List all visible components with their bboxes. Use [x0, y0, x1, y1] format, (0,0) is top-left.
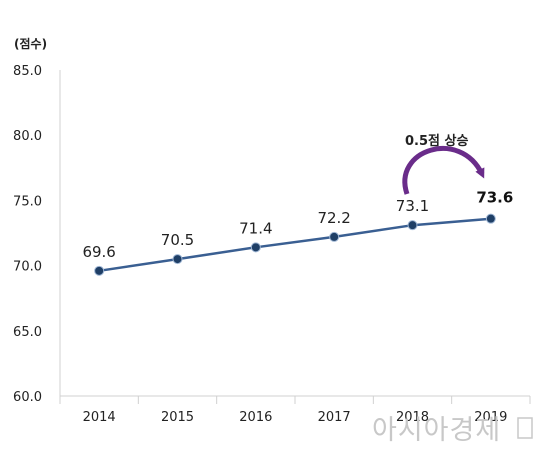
data-point-marker [407, 220, 418, 231]
watermark-box [517, 417, 533, 439]
data-label: 71.4 [239, 219, 272, 237]
data-point-marker [172, 254, 183, 265]
data-point-marker [94, 265, 105, 276]
y-tick-label: 80.0 [13, 129, 42, 144]
data-label: 70.5 [161, 231, 194, 249]
data-label: 72.2 [317, 209, 350, 227]
y-tick-label: 60.0 [13, 390, 42, 405]
y-tick-label: 75.0 [13, 194, 42, 209]
y-tick-label: 70.0 [13, 260, 42, 275]
x-tick-label: 2014 [83, 410, 116, 425]
y-tick-label: 85.0 [13, 64, 42, 79]
increase-arrow-icon [402, 145, 485, 195]
data-label: 73.1 [396, 197, 429, 215]
data-point-marker [485, 213, 496, 224]
y-tick-label: 65.0 [13, 325, 42, 340]
y-tick-labels: 85.0 80.0 75.0 70.0 65.0 60.0 [13, 64, 42, 405]
x-tick-label: 2016 [239, 410, 272, 425]
data-point-marker [329, 231, 340, 242]
annotation-text: 0.5점 상승 [405, 134, 468, 149]
x-tick-label: 2017 [318, 410, 351, 425]
data-label: 69.6 [82, 243, 115, 261]
data-point-marker [250, 242, 261, 253]
y-axis-unit-label: (점수) [14, 36, 47, 51]
x-tick-label: 2018 [396, 410, 429, 425]
watermark-text: 아시아경제 [372, 415, 501, 446]
data-label: 73.6 [476, 189, 513, 207]
x-tick-label: 2019 [474, 410, 507, 425]
data-labels: 69.6 70.5 71.4 72.2 73.1 73.6 [82, 189, 513, 261]
x-tick-labels: 2014 2015 2016 2017 2018 2019 [59, 396, 531, 425]
series-markers [94, 213, 496, 276]
x-tick-label: 2015 [161, 410, 194, 425]
series-line [99, 217, 491, 273]
